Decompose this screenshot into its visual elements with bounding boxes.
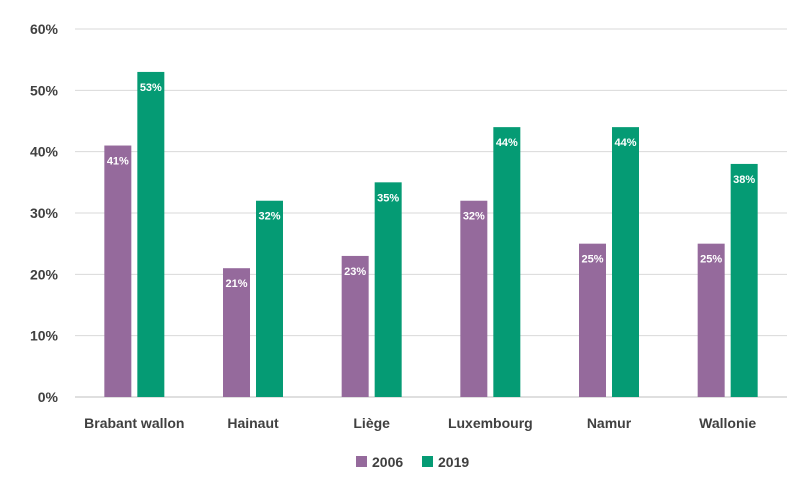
grid-lines (75, 28, 787, 398)
y-tick-label: 40% (30, 144, 59, 160)
y-axis: 0% 10% 20% 30% 40% 50% 60% (30, 21, 59, 405)
bar-2019-1 (256, 200, 283, 397)
data-label: 44% (496, 137, 518, 149)
data-label: 44% (614, 137, 636, 149)
bar-2006-5 (697, 243, 725, 397)
legend-swatch-2019 (422, 456, 433, 467)
bar-2019-2 (374, 182, 402, 397)
bar-2006-1 (223, 268, 250, 397)
legend-label: 2019 (438, 454, 469, 470)
data-label: 23% (344, 266, 366, 278)
data-label: 41% (107, 156, 129, 168)
x-category-label: Wallonie (699, 415, 756, 431)
y-tick-label: 20% (30, 266, 59, 282)
bar-2006-2 (341, 255, 369, 397)
x-category-label: Liège (353, 415, 390, 431)
data-label: 35% (377, 192, 399, 204)
data-label: 25% (700, 254, 722, 266)
bar-2019-5 (730, 163, 758, 397)
bar-2019-4 (612, 127, 639, 397)
bar-2019-3 (493, 127, 521, 397)
x-category-label: Hainaut (227, 415, 279, 431)
legend: 2006 2019 (356, 454, 469, 470)
data-label: 32% (258, 211, 280, 223)
legend-label: 2006 (372, 454, 403, 470)
x-category-label: Namur (587, 415, 632, 431)
data-label: 38% (733, 174, 755, 186)
bar-2006-3 (460, 200, 488, 397)
legend-swatch-2006 (356, 456, 367, 467)
data-label: 25% (581, 254, 603, 266)
data-label: 21% (225, 278, 247, 290)
y-tick-label: 30% (30, 205, 59, 221)
data-label: 53% (140, 82, 162, 94)
bar-2019-0 (137, 71, 165, 397)
y-tick-label: 60% (30, 21, 59, 37)
bar-2006-4 (579, 243, 606, 397)
bar-2006-0 (104, 145, 132, 397)
bars: 41% 53% 21% 32% 23% 35% 32% 44% 25% 44% 25% 38% (104, 71, 758, 397)
x-axis: Brabant wallon Hainaut Liège Luxembourg Namu… (84, 415, 756, 431)
y-tick-label: 0% (38, 389, 59, 405)
x-category-label: Brabant wallon (84, 415, 184, 431)
x-category-label: Luxembourg (448, 415, 533, 431)
y-tick-label: 10% (30, 328, 59, 344)
y-tick-label: 50% (30, 82, 59, 98)
data-label: 32% (463, 211, 485, 223)
